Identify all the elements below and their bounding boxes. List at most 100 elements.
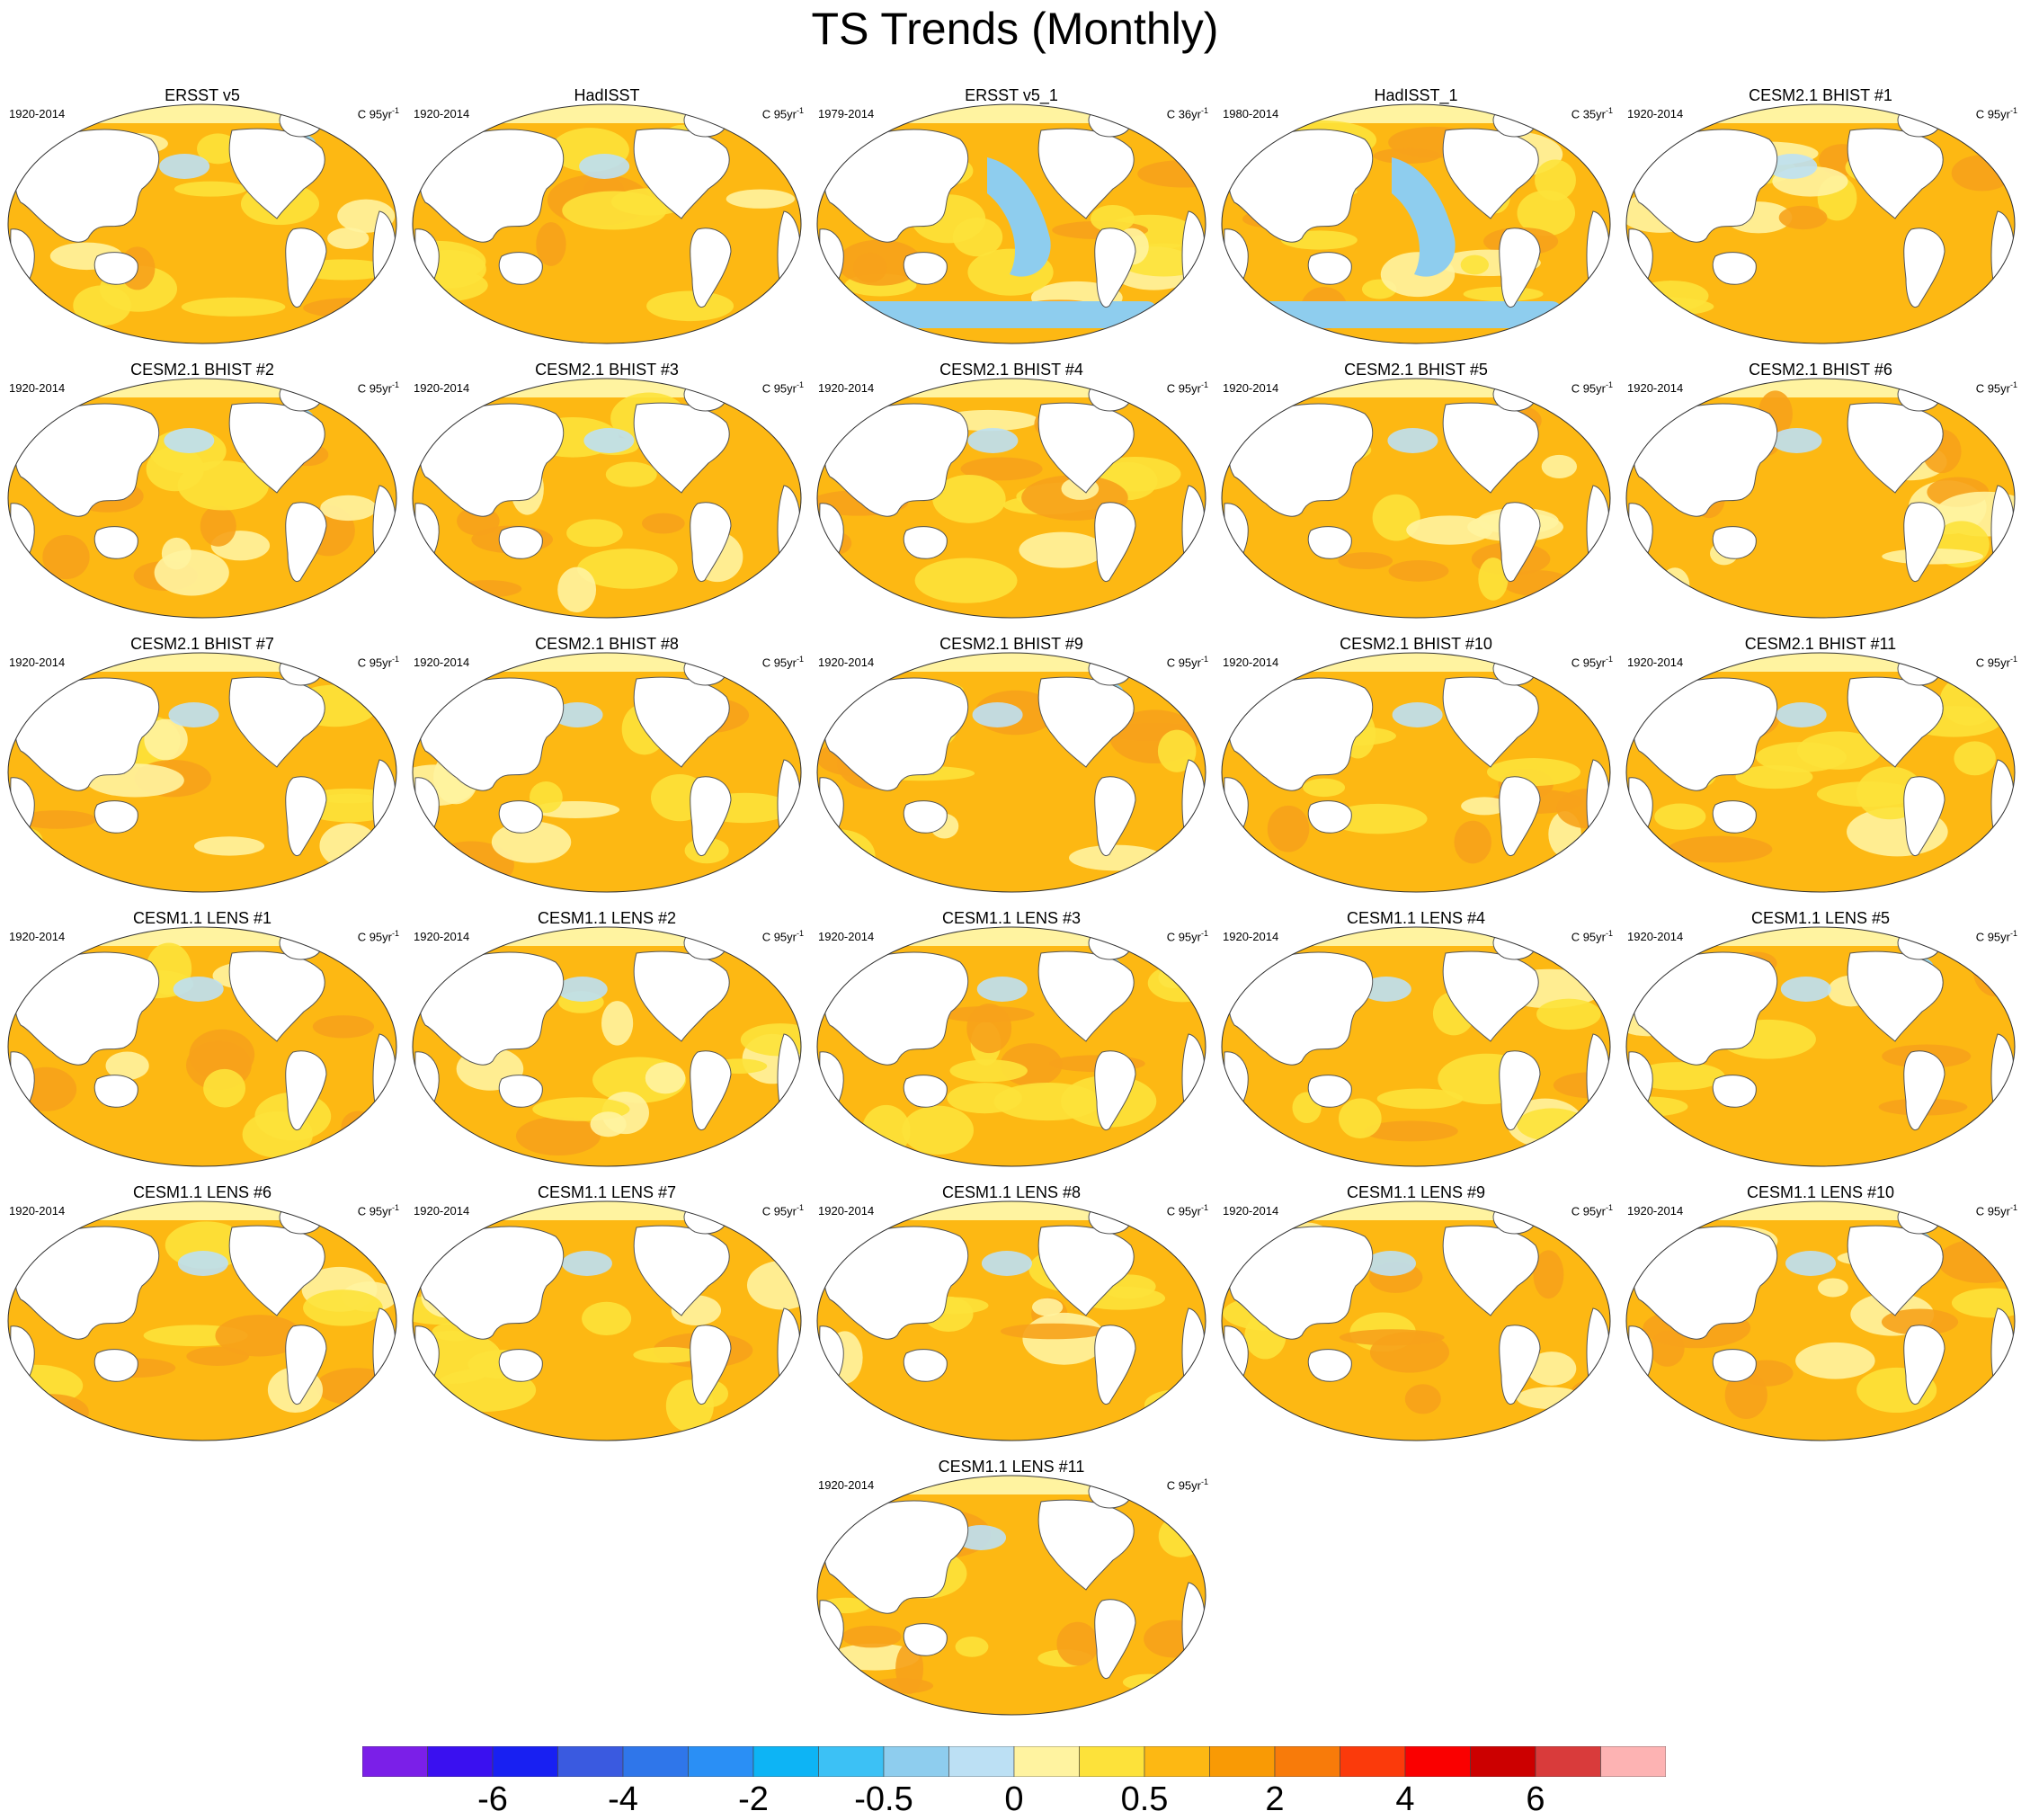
panel-units: C 95yr-1: [761, 929, 804, 944]
colorbar-tick-label: 4: [1395, 1780, 1415, 1818]
colorbar-tick-label: 0.5: [1120, 1780, 1169, 1818]
map-panel: CESM1.1 LENS #3 1920-2014 C 95yr-1: [809, 908, 1214, 1173]
panel-title: CESM1.1 LENS #5: [1750, 909, 1891, 927]
panel-title: CESM1.1 LENS #1: [132, 909, 272, 927]
panel-title: HadISST: [574, 86, 640, 104]
panel-title: CESM1.1 LENS #9: [1346, 1183, 1486, 1201]
trend-map: [816, 1200, 1206, 1441]
colorbar-swatch: [427, 1746, 494, 1777]
panel-period: 1920-2014: [818, 1204, 875, 1218]
map-panel: CESM2.1 BHIST #6 1920-2014 C 95yr-1: [1618, 360, 2023, 625]
panel-units: C 95yr-1: [761, 106, 804, 121]
trend-map: [412, 652, 802, 893]
panel-title: CESM1.1 LENS #11: [938, 1458, 1085, 1476]
panel-units: C 95yr-1: [1975, 106, 2017, 121]
map-panel: CESM1.1 LENS #5 1920-2014 C 95yr-1: [1618, 908, 2023, 1173]
panel-period: 1979-2014: [818, 107, 875, 120]
trend-map: [816, 926, 1206, 1167]
colorbar-tick-label: 0: [1004, 1780, 1024, 1818]
panel-period: 1980-2014: [1223, 107, 1279, 120]
map-panels-grid: ERSST v5 1920-2014 C 95yr-1 HadISST 1920-201…: [0, 85, 2023, 1722]
panel-period: 1920-2014: [9, 930, 66, 943]
panel-period: 1920-2014: [414, 1204, 470, 1218]
panel-title: CESM1.1 LENS #3: [941, 909, 1082, 927]
panel-units: C 95yr-1: [357, 1203, 399, 1218]
trend-map: [1221, 926, 1611, 1167]
map-panel: CESM2.1 BHIST #7 1920-2014 C 95yr-1: [0, 634, 405, 899]
panel-title: CESM1.1 LENS #8: [941, 1183, 1082, 1201]
map-panel: CESM2.1 BHIST #4 1920-2014 C 95yr-1: [809, 360, 1214, 625]
panel-period: 1920-2014: [818, 656, 875, 669]
panel-period: 1920-2014: [1627, 107, 1684, 120]
colorbar-swatch: [1013, 1746, 1080, 1777]
trend-map: [1625, 1200, 2016, 1441]
colorbar-tick-label: 2: [1265, 1780, 1285, 1818]
colorbar-swatch: [622, 1746, 689, 1777]
map-panel: CESM1.1 LENS #11 1920-2014 C 95yr-1: [809, 1457, 1214, 1722]
panel-units: C 95yr-1: [761, 380, 804, 396]
colorbar-swatch: [1209, 1746, 1276, 1777]
trend-map: [7, 652, 397, 893]
panel-units: C 95yr-1: [1571, 380, 1613, 396]
map-panel: CESM2.1 BHIST #10 1920-2014 C 95yr-1: [1214, 634, 1618, 899]
panel-units: C 35yr-1: [1571, 106, 1613, 121]
trend-map: [1221, 378, 1611, 619]
trend-map: [7, 1200, 397, 1441]
trend-map: [1625, 103, 2016, 344]
panel-period: 1920-2014: [1627, 381, 1684, 395]
trend-map: [1221, 652, 1611, 893]
panel-units: C 95yr-1: [357, 929, 399, 944]
trend-map: [412, 1200, 802, 1441]
map-panel: CESM2.1 BHIST #5 1920-2014 C 95yr-1: [1214, 360, 1618, 625]
panel-units: C 95yr-1: [1975, 929, 2017, 944]
panel-period: 1920-2014: [1223, 656, 1279, 669]
map-panel: HadISST_1 1980-2014 C 35yr-1: [1214, 85, 1618, 351]
panel-units: C 95yr-1: [761, 1203, 804, 1218]
map-panel: ERSST v5_1 1979-2014 C 36yr-1: [809, 85, 1214, 351]
map-panel: CESM2.1 BHIST #11 1920-2014 C 95yr-1: [1618, 634, 2023, 899]
panel-units: C 95yr-1: [761, 655, 804, 670]
colorbar-tick-label: -6: [477, 1780, 508, 1818]
colorbar-swatch: [1600, 1746, 1666, 1777]
colorbar-swatch: [752, 1746, 819, 1777]
panel-period: 1920-2014: [9, 381, 66, 395]
map-panel: CESM1.1 LENS #10 1920-2014 C 95yr-1: [1618, 1182, 2023, 1448]
trend-map: [7, 103, 397, 344]
panel-period: 1920-2014: [818, 930, 875, 943]
colorbar-swatch: [818, 1746, 885, 1777]
panel-units: C 36yr-1: [1166, 106, 1208, 121]
trend-map: [7, 926, 397, 1167]
panel-units: C 95yr-1: [357, 106, 399, 121]
colorbar-swatch: [1470, 1746, 1536, 1777]
colorbar-swatch: [1404, 1746, 1471, 1777]
colorbar-tick-label: -0.5: [854, 1780, 913, 1818]
trend-map: [412, 926, 802, 1167]
trend-map: [1625, 652, 2016, 893]
panel-title: CESM2.1 BHIST #6: [1749, 361, 1892, 379]
map-panel: CESM2.1 BHIST #8 1920-2014 C 95yr-1: [405, 634, 809, 899]
panel-title: CESM1.1 LENS #2: [537, 909, 677, 927]
trend-map: [816, 103, 1206, 344]
panel-title: CESM1.1 LENS #4: [1346, 909, 1486, 927]
panel-period: 1920-2014: [1223, 381, 1279, 395]
panel-units: C 95yr-1: [1975, 655, 2017, 670]
map-panel: CESM1.1 LENS #9 1920-2014 C 95yr-1: [1214, 1182, 1618, 1448]
panel-units: C 95yr-1: [1166, 1203, 1208, 1218]
panel-title: CESM2.1 BHIST #11: [1744, 635, 1897, 653]
colorbar-swatch: [492, 1746, 558, 1777]
figure-title: TS Trends (Monthly): [811, 4, 1219, 54]
colorbar-swatch: [688, 1746, 754, 1777]
panel-period: 1920-2014: [9, 656, 66, 669]
panel-title: CESM2.1 BHIST #2: [130, 361, 274, 379]
panel-title: CESM2.1 BHIST #7: [130, 635, 274, 653]
panel-units: C 95yr-1: [1166, 1477, 1208, 1493]
colorbar-swatch: [1144, 1746, 1210, 1777]
map-panel: CESM1.1 LENS #6 1920-2014 C 95yr-1: [0, 1182, 405, 1448]
panel-units: C 95yr-1: [1975, 380, 2017, 396]
panel-title: CESM2.1 BHIST #3: [535, 361, 679, 379]
panel-title: CESM1.1 LENS #6: [132, 1183, 272, 1201]
panel-title: CESM2.1 BHIST #9: [939, 635, 1083, 653]
trend-map: [412, 378, 802, 619]
panel-units: C 95yr-1: [1571, 929, 1613, 944]
colorbar-swatch: [362, 1746, 428, 1777]
